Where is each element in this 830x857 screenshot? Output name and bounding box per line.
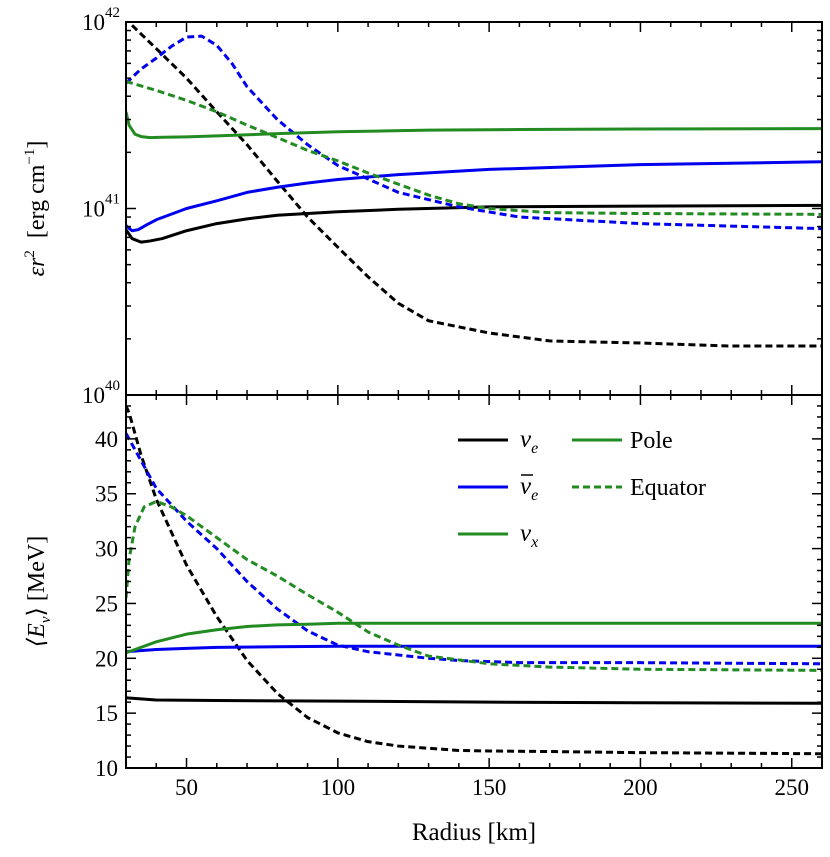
x-tick-label: 200 bbox=[623, 775, 658, 800]
y-tick-label-bottom: 10 bbox=[95, 756, 118, 781]
legend-style-label: Pole bbox=[630, 428, 673, 454]
top-panel-series-nu-e-equator bbox=[131, 24, 822, 348]
y-tick-label-bottom: 40 bbox=[95, 427, 118, 452]
top-panel-series-nu-e-bar-equator bbox=[126, 34, 822, 231]
top-panel-series-nu-x-pole bbox=[126, 111, 822, 140]
bottom-frame bbox=[125, 394, 823, 769]
y-tick-label-bottom: 30 bbox=[95, 537, 118, 562]
top-panel-series-nu-e-bar-pole bbox=[126, 160, 822, 233]
tick-marks bbox=[125, 21, 823, 768]
bottom-panel bbox=[126, 405, 822, 756]
y-tick-label-bottom: 20 bbox=[95, 646, 118, 671]
bottom-panel-series-nu-e-bar-equator bbox=[126, 432, 822, 666]
bottom-panel-series-nu-x-equator bbox=[126, 499, 822, 672]
legend-style-label: Equator bbox=[630, 475, 706, 501]
axis-labels: 50 100 150 200 250 Radius [km] 1040 1041 1042 10 1… bbox=[22, 5, 809, 846]
legend-label: νe bbox=[520, 426, 538, 457]
y-axis-label-bottom: ⟨Eν⟩ [MeV] bbox=[24, 536, 54, 647]
x-tick-label: 50 bbox=[175, 775, 198, 800]
bottom-panel-series-nu-x-pole bbox=[126, 621, 822, 655]
x-tick-label: 100 bbox=[321, 775, 356, 800]
y-tick-label-bottom: 15 bbox=[95, 701, 118, 726]
x-tick-label: 250 bbox=[774, 775, 809, 800]
y-tick-label-top: 1041 bbox=[82, 192, 120, 222]
legend-label: νx bbox=[520, 520, 538, 551]
y-tick-label-top: 1040 bbox=[82, 378, 120, 408]
x-tick-label: 150 bbox=[472, 775, 507, 800]
top-panel-series-nu-e-pole bbox=[126, 203, 822, 244]
y-tick-label-top: 1042 bbox=[82, 5, 120, 35]
legend: νe νe νx Pole Equator bbox=[458, 426, 706, 551]
y-axis-label-top: εr2 [erg cm−1] bbox=[22, 141, 50, 277]
top-panel-series-nu-x-equator bbox=[126, 80, 822, 216]
y-tick-label-bottom: 35 bbox=[95, 482, 118, 507]
legend-label: νe bbox=[520, 473, 538, 504]
x-axis-label: Radius [km] bbox=[412, 819, 536, 846]
top-panel bbox=[126, 24, 822, 348]
bottom-panel-series-nu-e-equator bbox=[126, 405, 822, 756]
bottom-panel-series-nu-e-bar-pole bbox=[126, 644, 822, 654]
y-tick-label-bottom: 25 bbox=[95, 591, 118, 616]
bottom-panel-series-nu-e-pole bbox=[126, 696, 822, 705]
panel-frames bbox=[125, 21, 823, 769]
